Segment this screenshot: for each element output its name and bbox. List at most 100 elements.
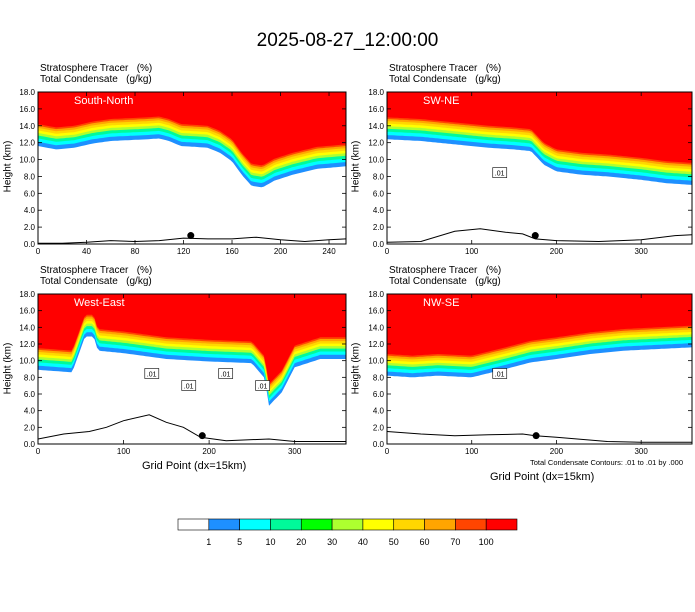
panel2-header-line2: Total Condensate (g/kg) [389,74,501,85]
ytick-label-p2-2: 2.0 [373,223,385,232]
ytick-label-p3-14: 14.0 [19,323,35,332]
panel3-header: Stratosphere Tracer (%) Total Condensate … [40,265,152,287]
xtick-label-p4-0: 0 [385,447,390,456]
chart-title: 2025-08-27_12:00:00 [256,30,439,51]
colorbar-cell-2 [239,518,271,531]
panel-p2: SW-NE .01 0.0 2.0 4.0 6.0 8.0 10.0 12.0 14.0 16.0 1… [368,88,693,256]
ytick-label-p2-18: 18.0 [368,88,384,97]
xtick-label-p2-200: 200 [550,247,564,256]
colorbar-cell-7 [393,518,425,531]
contour-label-p4-0: .01 [495,372,505,379]
ytick-label-p2-10: 10.0 [368,156,384,165]
contour-label-p3-0: .01 [147,372,157,379]
ytick-label-p2-6: 6.0 [373,189,385,198]
panel4-xlabel: Grid Point (dx=15km) [490,471,595,483]
ytick-label-p2-16: 16.0 [368,105,384,114]
panel1-header: Stratosphere Tracer (%) Total Condensate … [40,63,152,85]
panel1-header-line1: Stratosphere Tracer (%) [40,63,153,74]
colorbar-label-5: 40 [358,537,368,547]
ytick-label-p1-0: 0.0 [24,240,36,249]
location-marker-p4 [532,432,540,440]
colorbar-label-1: 5 [237,537,242,547]
colorbar-label-6: 50 [389,537,399,547]
xtick-label-p3-0: 0 [36,447,41,456]
colorbar-label-0: 1 [206,537,211,547]
ytick-label-p1-4: 4.0 [24,206,36,215]
xtick-label-p1-240: 240 [322,247,336,256]
ytick-label-p4-16: 16.0 [368,307,384,316]
colorbar-cell-4 [300,518,333,531]
xtick-label-p3-200: 200 [202,447,216,456]
contour-label-p2-0: .01 [495,171,505,178]
panel3-xlabel: Grid Point (dx=15km) [142,460,247,472]
ytick-label-p2-0: 0.0 [373,240,385,249]
xtick-label-p2-300: 300 [634,247,648,256]
ytick-label-p1-8: 8.0 [24,172,36,181]
colorbar-label-2: 10 [265,537,275,547]
xtick-label-p2-100: 100 [465,247,479,256]
ytick-label-p3-12: 12.0 [19,340,35,349]
location-marker-p2 [531,232,539,240]
ytick-label-p4-4: 4.0 [373,407,385,416]
xtick-label-p1-80: 80 [131,247,140,256]
ytick-label-p1-2: 2.0 [24,223,36,232]
panel-p3: West-East .01 .01 .01 .01 0.0 2.0 4.0 6.0 8.0 10.0… [19,290,347,456]
location-marker-p3 [198,432,206,440]
ytick-label-p4-0: 0.0 [373,440,385,449]
ytick-label-p3-4: 4.0 [24,407,36,416]
ytick-label-p2-8: 8.0 [373,172,385,181]
plot-frame-p3 [37,293,347,445]
location-marker-p1 [187,232,195,240]
xtick-label-p1-40: 40 [82,247,91,256]
panel3-header-line2: Total Condensate (g/kg) [40,276,152,287]
panel-p4: NW-SE .01 0.0 2.0 4.0 6.0 8.0 10.0 12.0 14.0 16.0 1… [368,290,693,456]
colorbar-cell-1 [208,518,240,531]
ytick-label-p4-6: 6.0 [373,390,385,399]
xtick-label-p1-160: 160 [225,247,239,256]
tracer-band-p1-8 [38,92,346,166]
panel2-header: Stratosphere Tracer (%) Total Condensate … [389,63,501,85]
panel1-header-line2: Total Condensate (g/kg) [40,74,152,85]
panel2-header-line1: Stratosphere Tracer (%) [389,63,502,74]
ytick-label-p4-2: 2.0 [373,423,385,432]
ytick-label-p2-4: 4.0 [373,206,385,215]
ytick-label-p3-16: 16.0 [19,307,35,316]
ytick-label-p3-6: 6.0 [24,390,36,399]
contour-label-p3-2: .01 [221,372,231,379]
panel4-header: Stratosphere Tracer (%) Total Condensate … [389,265,501,287]
ytick-label-p4-14: 14.0 [368,323,384,332]
ytick-label-p3-10: 10.0 [19,357,35,366]
tracer-band-p4-8 [387,294,692,356]
colorbar-label-4: 30 [327,537,337,547]
xtick-label-p3-300: 300 [288,447,302,456]
terrain-line-p1 [38,236,346,244]
colorbar-label-3: 20 [296,537,306,547]
tracer-band-p3-8 [38,294,346,384]
section-name-p2: SW-NE [423,95,459,107]
ytick-label-p3-0: 0.0 [24,440,36,449]
xtick-label-p3-100: 100 [117,447,131,456]
plot-frame-p4 [386,293,693,445]
ytick-label-p2-12: 12.0 [368,139,384,148]
contour-label-p3-3: .01 [258,384,268,391]
tracer-band-p2-8 [387,92,692,163]
ytick-label-p4-12: 12.0 [368,340,384,349]
ytick-label-p1-16: 16.0 [19,105,35,114]
terrain-line-p4 [387,431,692,443]
plot-frame-p2 [386,91,693,245]
contour-label-box-p3-2 [218,368,234,379]
xtick-label-p4-100: 100 [465,447,479,456]
contour-label-p3-1: .01 [184,384,194,391]
section-name-p3: West-East [74,297,125,309]
plot-frame-p1 [37,91,347,245]
ytick-label-p1-10: 10.0 [19,156,35,165]
ytick-label-p3-2: 2.0 [24,423,36,432]
xtick-label-p2-0: 0 [385,247,390,256]
colorbar-cell-5 [331,518,364,531]
xtick-label-p1-0: 0 [36,247,41,256]
ytick-label-p1-18: 18.0 [19,88,35,97]
xtick-label-p4-200: 200 [550,447,564,456]
xtick-label-p1-200: 200 [274,247,288,256]
ytick-label-p1-6: 6.0 [24,189,36,198]
colorbar-cell-6 [362,518,395,531]
